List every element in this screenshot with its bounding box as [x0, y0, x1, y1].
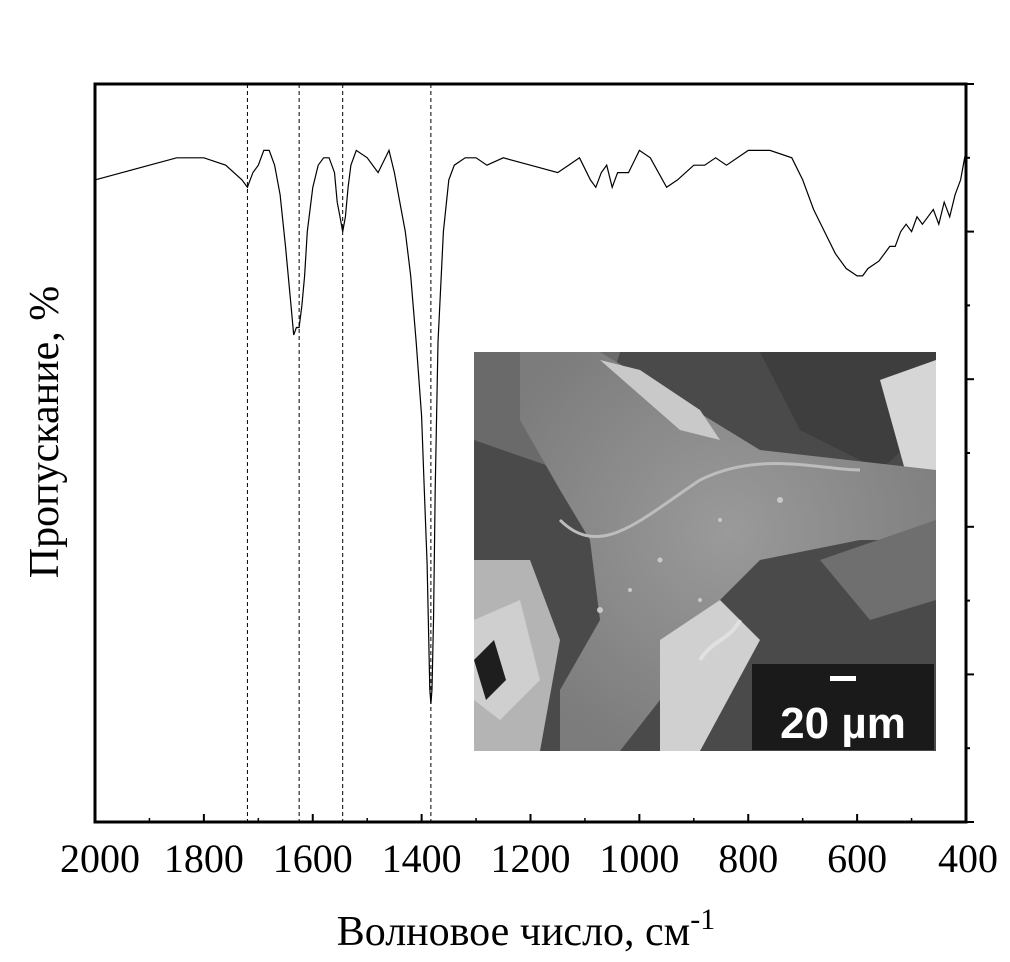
x-axis-title-exponent: -1 [690, 903, 715, 936]
x-tick-label: 1200 [491, 836, 571, 881]
x-axis-title: Волновое число, см-1 [337, 903, 716, 955]
sem-micrograph-inset: 20 µm [474, 352, 936, 751]
x-tick-label: 1400 [382, 836, 462, 881]
y-axis-ticks [966, 83, 974, 823]
x-axis-ticks: 2000 1800 1600 1400 1200 1000 800 600 400 [60, 814, 998, 881]
x-tick-label: 1800 [164, 836, 244, 881]
y-axis-title: Пропускание, % [22, 286, 68, 578]
x-tick-label: 800 [718, 836, 778, 881]
x-tick-label: 400 [938, 836, 998, 881]
spectrum-line [94, 148, 967, 704]
x-tick-label: 2000 [60, 836, 140, 881]
scale-bar-label: 20 µm [780, 699, 906, 748]
x-axis-title-text: Волновое число, см [337, 909, 691, 955]
x-tick-label: 1000 [599, 836, 679, 881]
x-tick-label: 1600 [273, 836, 353, 881]
reference-lines [246, 84, 432, 822]
x-tick-label: 600 [827, 836, 887, 881]
scale-bar [830, 676, 856, 681]
